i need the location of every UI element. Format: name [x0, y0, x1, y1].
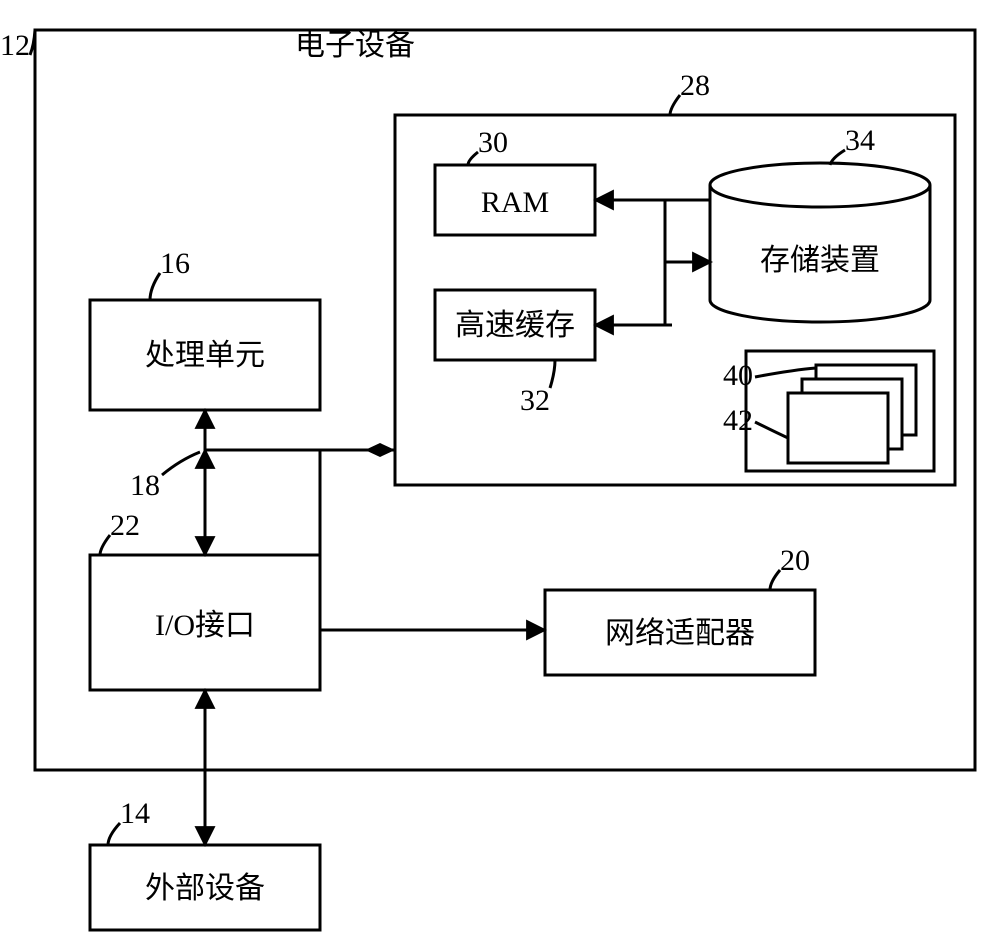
svg-text:32: 32	[520, 384, 550, 417]
svg-text:18: 18	[130, 469, 160, 502]
processing-unit-label: 处理单元	[145, 339, 265, 372]
svg-text:16: 16	[160, 247, 190, 280]
svg-text:42: 42	[723, 404, 753, 437]
diagram-title: 电子设备	[295, 29, 415, 62]
svg-text:20: 20	[780, 544, 810, 577]
doc-stack	[746, 351, 934, 471]
io-interface-label: I/O接口	[155, 609, 255, 642]
network-adapter-label: 网络适配器	[605, 617, 755, 650]
ram-label: RAM	[481, 186, 549, 219]
storage-label: 存储装置	[760, 244, 880, 277]
external-device-label: 外部设备	[145, 872, 265, 905]
svg-text:30: 30	[478, 126, 508, 159]
svg-text:40: 40	[723, 359, 753, 392]
svg-text:22: 22	[110, 509, 140, 542]
svg-text:34: 34	[845, 124, 875, 157]
svg-text:12: 12	[0, 29, 30, 62]
svg-text:14: 14	[120, 797, 150, 830]
cache-label: 高速缓存	[455, 309, 575, 342]
storage-cylinder: 存储装置	[710, 163, 930, 322]
svg-text:28: 28	[680, 69, 710, 102]
system-block-diagram: 电子设备 RAM 高速缓存 存储装置 处理单元 I/O接口 网络适配器 外部设备	[0, 0, 1000, 938]
